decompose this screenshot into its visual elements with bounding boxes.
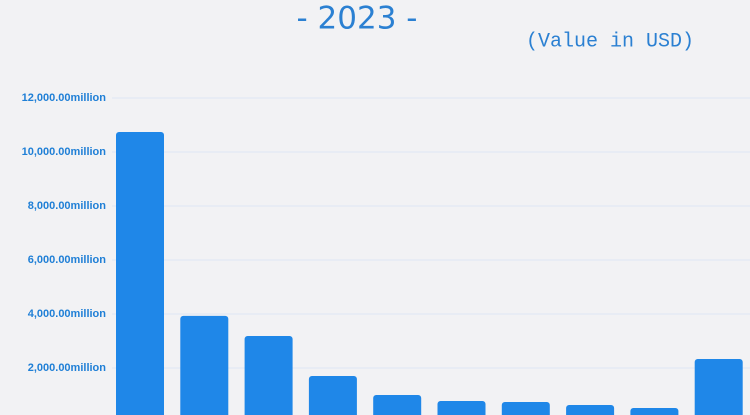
bar (373, 395, 422, 415)
bar (244, 336, 293, 415)
bar (437, 400, 486, 415)
y-tick-label: 10,000.00million (22, 146, 107, 158)
bar (501, 401, 550, 415)
bar (630, 407, 679, 415)
y-tick-label: 8,000.00million (28, 200, 107, 212)
chart-title: - 2023 - (297, 1, 418, 37)
bar (180, 315, 229, 415)
bar (308, 375, 357, 415)
y-tick-label: 2,000.00million (28, 362, 107, 374)
y-tick-label: 4,000.00million (28, 308, 107, 320)
bar (116, 132, 164, 415)
bar (694, 359, 743, 415)
y-tick-label: 6,000.00million (28, 254, 107, 266)
chart-subtitle: (Value in USD) (526, 30, 694, 53)
bar (566, 404, 615, 415)
y-tick-label: 12,000.00million (22, 92, 107, 104)
